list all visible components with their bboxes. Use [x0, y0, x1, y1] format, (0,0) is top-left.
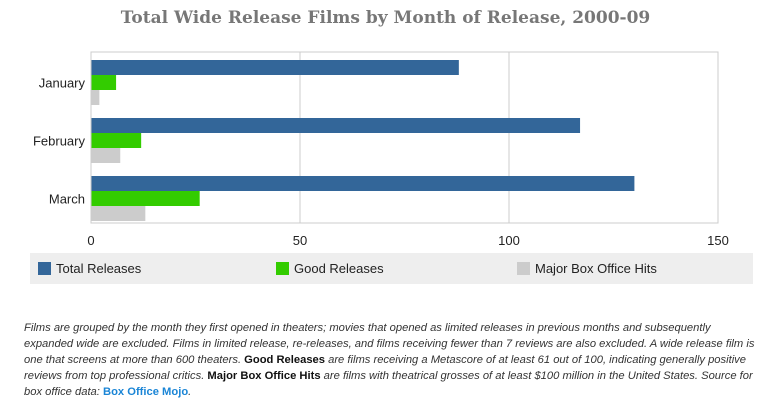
- footnote-text-3: are films with theatrical grosses of at …: [24, 370, 753, 398]
- footnote-hits-label: Major Box Office Hits: [207, 370, 321, 382]
- bar-february-total-releases[interactable]: [91, 118, 581, 133]
- legend-item-hits[interactable]: Major Box Office Hits: [517, 261, 657, 276]
- legend-item-total[interactable]: Total Releases: [38, 261, 141, 276]
- footnote-text-1: Films are grouped by the month they firs…: [24, 322, 755, 366]
- bar-march-good-releases[interactable]: [91, 191, 200, 206]
- legend-item-good[interactable]: Good Releases: [276, 261, 384, 276]
- legend-swatch-good: [276, 262, 289, 275]
- bar-march-major-box-office-hits[interactable]: [91, 206, 146, 221]
- bar-chart: 0 50 100 150 January February March: [33, 51, 729, 249]
- footnote-good-label: Good Releases: [244, 354, 325, 366]
- bar-march-total-releases[interactable]: [91, 176, 635, 191]
- y-category-label-february: February: [33, 134, 86, 149]
- x-tick-label-0: 0: [87, 233, 94, 248]
- legend-label-total: Total Releases: [56, 261, 142, 276]
- box-office-mojo-link[interactable]: Box Office Mojo: [103, 386, 189, 398]
- footnote-text-4: .: [188, 386, 192, 398]
- bar-february-major-box-office-hits[interactable]: [91, 148, 121, 163]
- legend-label-good: Good Releases: [294, 261, 384, 276]
- y-category-label-january: January: [39, 76, 86, 91]
- x-tick-label-100: 100: [498, 233, 520, 248]
- bar-january-good-releases[interactable]: [91, 75, 117, 90]
- labels-layer: 0 50 100 150 January February March: [33, 76, 729, 249]
- legend-swatch-hits: [517, 262, 530, 275]
- legend-swatch-total: [38, 262, 51, 275]
- x-tick-label-150: 150: [707, 233, 729, 248]
- chart-title: Total Wide Release Films by Month of Rel…: [120, 8, 651, 28]
- bar-february-good-releases[interactable]: [91, 133, 142, 148]
- x-tick-label-50: 50: [293, 233, 307, 248]
- legend: Total Releases Good Releases Major Box O…: [30, 253, 753, 284]
- footnote-text-2: are films receiving a Metascore of at le…: [24, 354, 747, 382]
- legend-label-hits: Major Box Office Hits: [535, 261, 657, 276]
- bar-january-total-releases[interactable]: [91, 60, 459, 75]
- y-category-label-march: March: [49, 192, 85, 207]
- bars-layer: [91, 60, 635, 221]
- bar-january-major-box-office-hits[interactable]: [91, 90, 100, 105]
- plot-frame: [90, 51, 719, 224]
- grid-layer: [299, 52, 510, 223]
- footnote: Films are grouped by the month they firs…: [24, 320, 759, 400]
